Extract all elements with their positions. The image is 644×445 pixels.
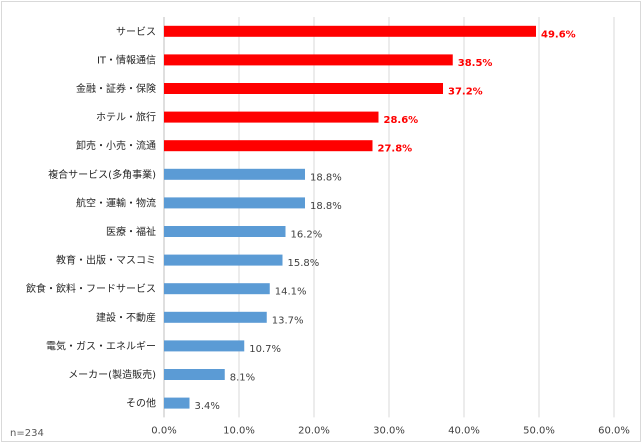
bar: [164, 397, 190, 409]
data-label: 37.2%: [448, 87, 483, 98]
category-label: 教育・出版・マスコミ: [56, 254, 156, 267]
bar: [164, 168, 305, 180]
data-label: 16.2%: [291, 230, 323, 241]
category-label: その他: [126, 397, 156, 410]
category-label: IT・情報通信: [97, 53, 156, 66]
bar: [164, 25, 536, 37]
bar: [164, 83, 443, 94]
category-label: サービス: [116, 26, 156, 38]
category-label: メーカー(製造販売): [68, 368, 156, 381]
bar: [164, 369, 225, 380]
x-tick-label: 60.0%: [598, 425, 630, 436]
bar: [164, 54, 453, 66]
data-label: 27.8%: [378, 144, 413, 155]
data-label: 49.6%: [541, 29, 576, 40]
bar: [164, 111, 379, 123]
x-tick-label: 0.0%: [151, 425, 176, 436]
bar: [164, 140, 373, 152]
category-label: 卸売・小売・流通: [76, 139, 156, 152]
bar: [164, 340, 245, 352]
data-label: 18.8%: [310, 172, 342, 183]
category-label: 航空・運輸・物流: [76, 196, 156, 209]
category-label: 電気・ガス・エネルギー: [46, 339, 156, 352]
bar: [164, 197, 305, 209]
x-tick-label: 30.0%: [373, 425, 405, 436]
category-label: 医療・福祉: [106, 225, 156, 238]
bar: [164, 254, 283, 266]
sample-size-note: n=234: [10, 428, 44, 439]
x-tick-label: 20.0%: [298, 425, 330, 436]
data-label: 38.5%: [458, 58, 493, 69]
data-label: 18.8%: [310, 201, 342, 212]
data-label: 10.7%: [249, 344, 281, 355]
bar: [164, 226, 286, 237]
category-label: 金融・証券・保険: [76, 82, 156, 95]
category-label: ホテル・旅行: [96, 111, 156, 124]
category-label: 建設・不動産: [96, 311, 156, 324]
x-tick-label: 40.0%: [448, 425, 480, 436]
bar: [164, 311, 267, 323]
data-label: 3.4%: [195, 401, 220, 412]
category-label: 複合サービス(多角事業): [48, 168, 156, 181]
data-label: 15.8%: [288, 258, 320, 269]
data-label: 8.1%: [230, 373, 255, 384]
x-tick-label: 50.0%: [523, 425, 555, 436]
category-label: 飲食・飲料・フードサービス: [26, 282, 156, 295]
data-label: 28.6%: [384, 115, 419, 126]
bar: [164, 283, 270, 295]
x-tick-label: 10.0%: [223, 425, 255, 436]
data-label: 13.7%: [272, 315, 304, 326]
data-label: 14.1%: [275, 287, 307, 298]
